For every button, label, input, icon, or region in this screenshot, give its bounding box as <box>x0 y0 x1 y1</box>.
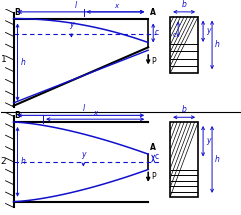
Text: x: x <box>94 110 98 116</box>
Text: B: B <box>14 8 20 17</box>
Text: 1: 1 <box>1 55 7 64</box>
Text: c: c <box>172 32 176 38</box>
Text: y: y <box>69 20 74 29</box>
Text: P: P <box>151 57 156 66</box>
Text: A: A <box>150 143 156 152</box>
Text: b: b <box>182 105 187 114</box>
Text: l: l <box>83 104 85 114</box>
Text: 2: 2 <box>1 157 6 166</box>
Text: c: c <box>154 28 158 37</box>
Bar <box>170 17 198 73</box>
Text: B: B <box>14 111 20 120</box>
Text: y: y <box>206 136 211 145</box>
Text: x: x <box>114 3 118 9</box>
Text: y: y <box>206 26 211 35</box>
Text: h: h <box>20 157 25 166</box>
Text: b: b <box>182 0 187 9</box>
Text: P: P <box>151 172 156 181</box>
Text: y: y <box>81 150 86 159</box>
Text: c: c <box>154 152 158 161</box>
Text: l: l <box>75 1 77 10</box>
Bar <box>170 122 198 197</box>
Text: A: A <box>150 8 156 17</box>
Text: h: h <box>20 58 25 67</box>
Text: h: h <box>215 155 220 164</box>
Text: h: h <box>215 40 220 49</box>
